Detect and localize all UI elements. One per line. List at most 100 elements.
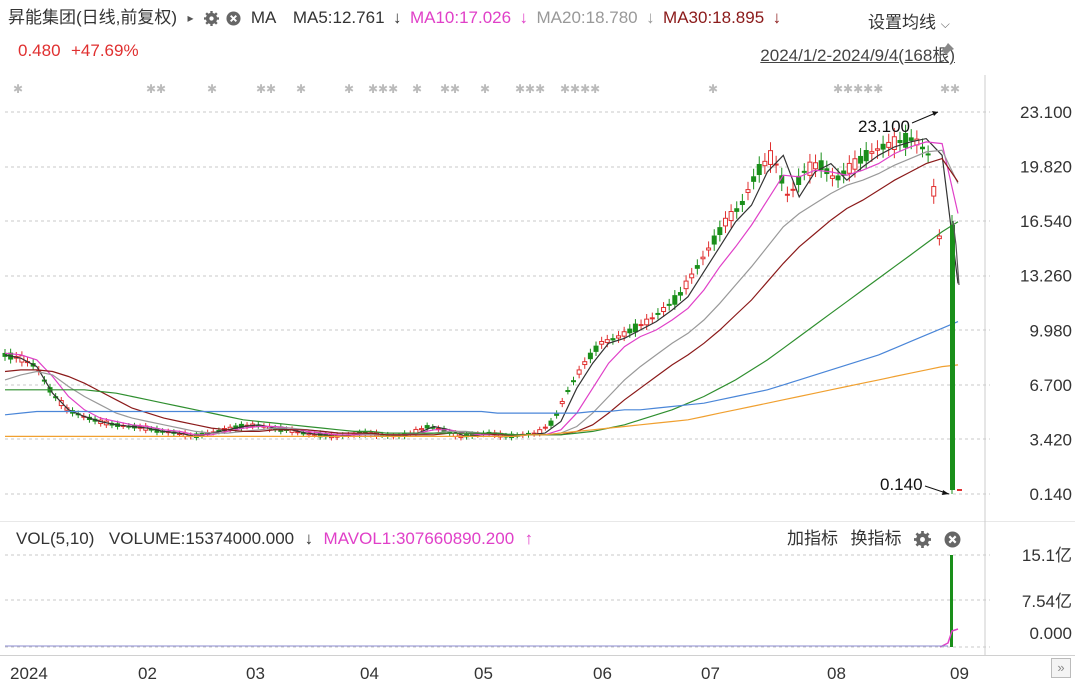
candle [419, 428, 425, 431]
candle [554, 413, 560, 416]
double-chevron-right-icon: » [1057, 660, 1065, 675]
candle [537, 429, 543, 434]
ma30-arrow: ↓ [772, 8, 782, 27]
candle [722, 217, 728, 227]
candle [796, 175, 802, 185]
y-axis-label: 16.540 [1020, 212, 1072, 231]
add-indicator-button[interactable]: 加指标 [787, 529, 838, 548]
candle [655, 312, 661, 315]
ma20-arrow: ↓ [646, 8, 655, 27]
x-label: 08 [827, 664, 846, 683]
marker: ✱✱ [256, 82, 276, 96]
period-arrow-icon[interactable]: ▸ [187, 11, 194, 25]
candle [649, 317, 655, 320]
low-annotation: 0.140 [880, 475, 950, 495]
stock-name[interactable]: 昇能集团 [8, 8, 76, 27]
candle [751, 176, 757, 182]
candle [841, 170, 847, 176]
candle [936, 235, 942, 240]
candle [424, 425, 430, 429]
candle [919, 146, 925, 150]
period-label[interactable]: (日线,前复权) [76, 8, 178, 27]
y-axis-label: 19.820 [1020, 158, 1072, 177]
candle [644, 318, 650, 326]
x-label: 05 [474, 664, 493, 683]
ma20-line [4, 149, 959, 436]
chevron-down-icon: ⌵ [940, 17, 950, 31]
ma30-value: MA30:18.895 [663, 8, 765, 27]
candle [925, 153, 931, 156]
ma10-value: MA10:17.026 [409, 8, 512, 27]
volume-value: VOLUME:15374000.000 [108, 529, 295, 548]
candle [700, 256, 706, 260]
marker: ✱ [412, 82, 422, 96]
candles [2, 124, 942, 441]
candle [677, 292, 683, 296]
candle [666, 303, 672, 306]
gear-icon[interactable] [203, 10, 219, 26]
candle [858, 155, 864, 164]
marker: ✱ [344, 82, 354, 96]
settings-ma-label: 设置均线 [868, 13, 936, 32]
x-label: 02 [138, 664, 157, 683]
change-price: 0.480 [18, 41, 61, 60]
x-label: 04 [360, 664, 379, 683]
ma10-arrow: ↓ [519, 8, 529, 27]
candle [717, 227, 723, 236]
candle [846, 162, 852, 174]
switch-indicator-button[interactable]: 换指标 [850, 529, 902, 548]
candle [542, 426, 548, 429]
candle [818, 160, 824, 171]
candle [863, 150, 869, 162]
candle [610, 338, 616, 341]
x-label: 06 [593, 664, 612, 683]
vol-title[interactable]: VOL(5,10) [16, 529, 95, 548]
marker: ✱ [13, 82, 23, 96]
volume-chart[interactable]: 15.1亿 7.54亿 0.000 [0, 521, 1075, 655]
volume-tools: 加指标 换指标 [787, 529, 964, 549]
marker: ✱✱✱ [368, 82, 398, 96]
vol-ylabel-max: 15.1亿 [1022, 546, 1072, 565]
close-icon[interactable] [226, 10, 241, 26]
y-axis-label: 0.140 [1029, 485, 1072, 504]
candle [852, 158, 858, 170]
x-label: 07 [701, 664, 720, 683]
candle [886, 141, 892, 148]
date-range[interactable]: 2024/1/2-2024/9/4(168根) [760, 46, 955, 65]
candle [931, 186, 937, 197]
candle [745, 189, 751, 193]
close-icon[interactable] [944, 531, 961, 548]
scroll-right-button[interactable]: » [1051, 658, 1071, 678]
candle [711, 235, 717, 245]
vol-ylabel-zero: 0.000 [1029, 624, 1072, 643]
candle [621, 331, 627, 337]
marker: ✱✱✱ [515, 82, 545, 96]
candle [582, 361, 588, 366]
grid-lines [5, 111, 990, 495]
ma5-value: MA5:12.761 [292, 8, 385, 27]
candle [734, 208, 740, 212]
price-chart[interactable]: ✱ ✱✱ ✱ ✱✱ ✱ ✱ ✱✱✱ ✱ ✱✱ ✱ ✱✱✱ ✱✱✱✱ ✱ ✱✱✱✱✱ ✱✱ 23.10019.… [0, 75, 1075, 521]
candle [874, 148, 880, 151]
candle [576, 369, 582, 375]
ma120-line [4, 321, 959, 416]
gear-icon[interactable] [913, 530, 931, 548]
candle [813, 162, 819, 170]
ma250-line [5, 364, 959, 437]
ma5-line [4, 137, 959, 438]
marker: ✱ [480, 82, 490, 96]
pin-icon[interactable] [935, 40, 957, 62]
indicator-header: 昇能集团(日线,前复权) ▸ MA MA5:12.761 ↓ MA10:17.0… [8, 8, 781, 28]
candle [869, 151, 875, 154]
candle [903, 132, 909, 148]
marker: ✱✱ [940, 82, 960, 96]
x-label: 03 [246, 664, 265, 683]
candle [638, 324, 644, 327]
marker: ✱✱✱✱ [560, 82, 600, 96]
y-axis-label: 13.260 [1020, 267, 1072, 286]
settings-ma-button[interactable]: 设置均线 ⌵ [868, 8, 950, 33]
candle [559, 400, 565, 405]
candle [706, 247, 712, 251]
marker: ✱✱✱✱✱ [833, 82, 883, 96]
y-axis-labels: 23.100 19.820 16.540 13.260 9.980 6.700 3.420 0… [1020, 103, 1072, 504]
